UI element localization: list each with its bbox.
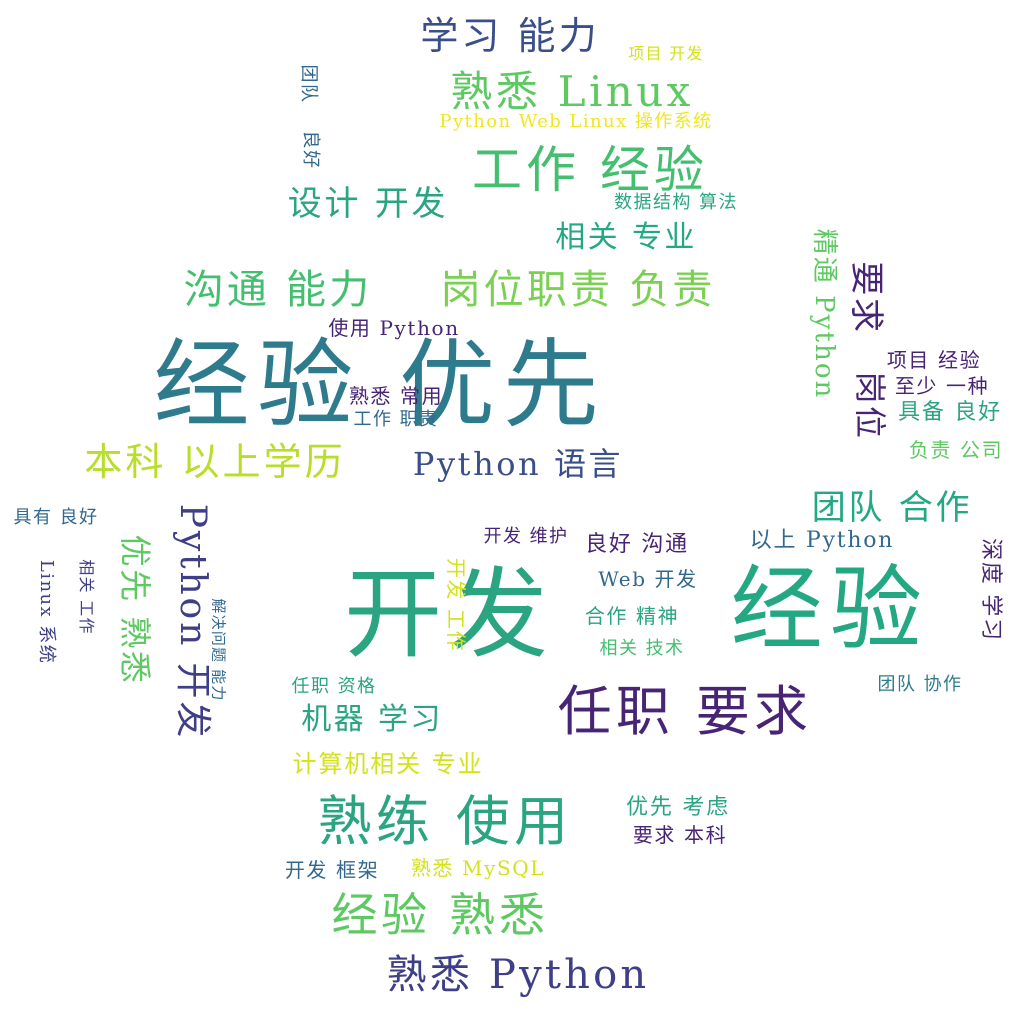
word-youxian-kaolv: 优先 考虑 [626,795,730,820]
word-jubei-lianghao: 具备 良好 [898,400,1002,425]
word-python-kaifa: Python 开发 [172,503,213,741]
word-renzhi-zige: 任职 资格 [291,676,377,697]
word-yishang-python: 以上 Python [749,528,895,553]
word-shuxi-python: 熟悉 Python [386,952,650,998]
word-shuxi-mysql: 熟悉 MySQL [410,856,546,880]
word-youxian-shuxi: 优先 熟悉 [116,534,154,686]
word-jingtong-python: 精通 Python [809,228,839,400]
word-jingyan: 经验 [730,556,930,663]
word-hezuo-jingshen: 合作 精神 [584,604,680,628]
word-jiqi-xuexi: 机器 学习 [301,702,443,737]
word-shuxi-changyong: 熟悉 常用 [348,384,444,408]
word-web-kaifa: Web 开发 [598,567,698,591]
word-shendu-xuexi: 深度 学习 [978,538,1003,642]
word-juyou-lianghao: 具有 良好 [13,507,99,528]
word-lianghao: 良好 [300,130,321,170]
word-linux-xitong: Linux 系统 [36,559,57,665]
word-gangwei-zhize-fuze: 岗位职责 负责 [440,267,716,313]
word-tuandui-xiezuo: 团队 协作 [877,674,963,695]
word-shiyong-python: 使用 Python [328,316,460,340]
word-python-web-linux: Python Web Linux 操作系统 [439,111,713,132]
word-xiangmu-jingyan: 项目 经验 [886,348,982,372]
word-kaifa-kuangjia: 开发 框架 [284,858,380,882]
word-python-yuyan: Python 语言 [412,445,624,483]
word-shuju-jiegou-suanfa: 数据结构 算法 [614,192,738,213]
word-xiangguan-gongzuo: 相关 工作 [77,559,96,635]
word-xiangguan-zhuanye: 相关 专业 [555,220,697,255]
word-sheji-kaifa: 设计 开发 [287,184,449,224]
word-kaifa: 开发 [344,558,556,672]
word-tuandui: 团队 [298,64,319,104]
word-zhishao-yizhong: 至少 一种 [894,374,990,398]
word-jiejue-wenti-nengli: 解决问题 能力 [209,598,228,702]
word-jisuanji-xiangguan-zhuanye: 计算机相关 专业 [292,750,484,778]
word-yaoqiu: 要求 [846,261,886,335]
word-fuze-gongsi: 负责 公司 [908,438,1004,462]
word-gongzuo-zhize: 工作 职责 [353,409,439,430]
word-gangwei: 岗位 [851,371,889,441]
word-benke-yishang-xueli: 本科 以上学历 [84,440,346,484]
word-shuxi-linux: 熟悉 Linux [450,67,694,116]
word-lianghao-goutong: 良好 沟通 [585,532,689,557]
word-xiangmu-kaifa: 项目 开发 [628,44,704,63]
word-yaoqiu-benke: 要求 本科 [632,823,728,847]
word-kaifa-weihu: 开发 维护 [483,526,569,547]
word-jingyan-shuxi: 经验 熟悉 [331,888,549,942]
word-kaifa-gongzuo: 开发 工作 [444,557,468,653]
word-xuexi-nengli: 学习 能力 [420,14,600,58]
word-jingyan-youxian: 经验 优先 [153,329,607,441]
word-tuandui-hezuo: 团队 合作 [811,488,973,528]
word-gongzuo-jingyan: 工作 经验 [472,141,708,199]
word-xiangguan-jishu: 相关 技术 [599,638,685,659]
word-goutong-nengli: 沟通 能力 [183,267,373,313]
word-renzhi-yaoqiu: 任职 要求 [557,680,813,743]
word-shulian-shiyong: 熟练 使用 [317,790,573,853]
